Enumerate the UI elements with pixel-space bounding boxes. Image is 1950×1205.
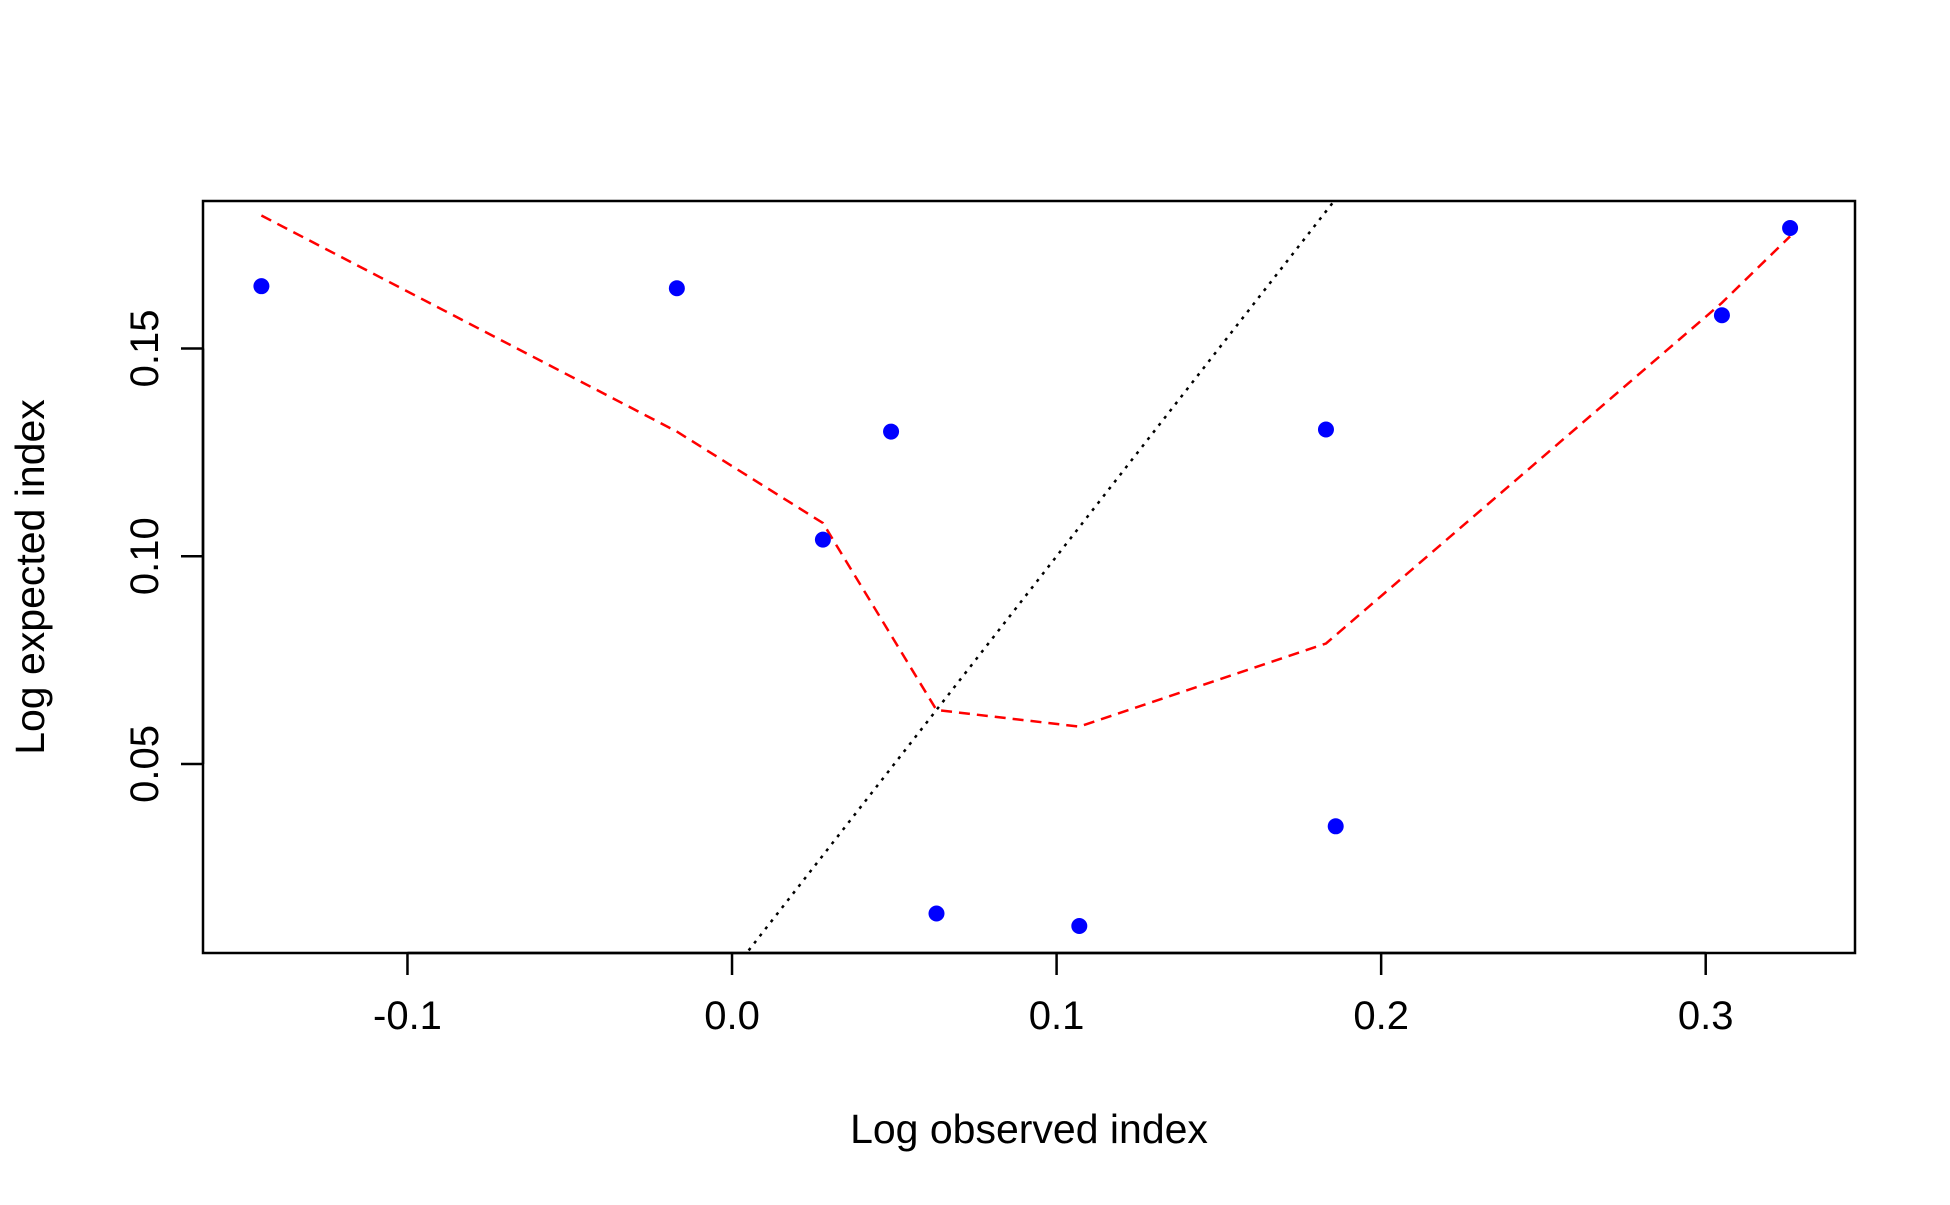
data-point — [883, 423, 900, 440]
data-point — [1782, 220, 1799, 237]
reference-line-layer — [745, 201, 1336, 953]
y-tick-label: 0.10 — [123, 517, 167, 595]
y-axis: 0.05 0.10 0.15 — [123, 310, 205, 803]
reference-line — [745, 201, 1336, 953]
y-axis-title: Log expected index — [7, 399, 53, 755]
data-point — [253, 278, 270, 295]
data-point — [1071, 917, 1088, 934]
x-axis-title: Log observed index — [850, 1106, 1208, 1152]
x-tick-label: 0.1 — [1029, 994, 1085, 1038]
y-tick-label: 0.05 — [123, 725, 167, 803]
fitted-line-layer — [260, 214, 1791, 728]
data-point — [1327, 818, 1344, 835]
x-tick-label: 0.3 — [1678, 994, 1734, 1038]
data-point — [814, 531, 831, 548]
x-tick-label: -0.1 — [373, 994, 442, 1038]
plot-frame — [201, 199, 1857, 955]
points-layer — [253, 220, 1799, 934]
y-tick-label: 0.15 — [123, 310, 167, 388]
x-axis: -0.1 0.0 0.1 0.2 0.3 — [373, 951, 1734, 1038]
data-point — [1317, 421, 1334, 438]
x-tick-label: 0.2 — [1353, 994, 1409, 1038]
data-point — [928, 905, 945, 922]
data-point — [1713, 307, 1730, 324]
x-tick-label: 0.0 — [704, 994, 760, 1038]
data-point — [668, 280, 685, 297]
fitted-line — [260, 214, 1791, 728]
